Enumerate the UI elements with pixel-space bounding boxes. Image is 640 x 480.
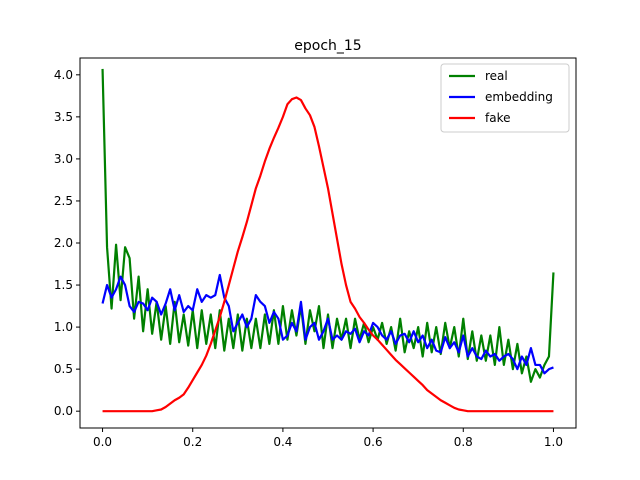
series-line-real (101, 68, 555, 383)
y-axis: 0.0 0.5 1.0 1.5 2.0 2.5 3.0 3.5 4.0 (54, 68, 80, 418)
y-tick-label: 1.0 (54, 320, 73, 334)
chart-title: epoch_15 (294, 38, 361, 54)
x-tick-label: 0.4 (273, 435, 292, 449)
x-tick-label: 0.0 (93, 435, 112, 449)
y-tick-label: 3.5 (54, 110, 73, 124)
y-tick-label: 4.0 (54, 68, 73, 82)
y-tick-label: 3.0 (54, 152, 73, 166)
x-tick-label: 0.2 (183, 435, 202, 449)
legend-label: embedding (485, 90, 553, 104)
x-tick-label: 0.8 (454, 435, 473, 449)
series-line-fake (102, 96, 554, 413)
y-tick-label: 0.5 (54, 362, 73, 376)
series-line-embedding (101, 273, 554, 375)
legend-box (440, 63, 570, 133)
legend: real embedding fake (440, 63, 570, 133)
y-tick-label: 2.5 (54, 194, 73, 208)
x-tick-label: 0.6 (364, 435, 383, 449)
x-tick-label: 1.0 (544, 435, 563, 449)
y-tick-label: 0.0 (54, 404, 73, 418)
y-tick-label: 2.0 (54, 236, 73, 250)
x-axis: 0.0 0.2 0.4 0.6 0.8 1.0 (93, 428, 563, 449)
plot-series (101, 68, 555, 413)
y-tick-label: 1.5 (54, 278, 73, 292)
legend-label: real (485, 69, 508, 83)
legend-label: fake (485, 111, 510, 125)
